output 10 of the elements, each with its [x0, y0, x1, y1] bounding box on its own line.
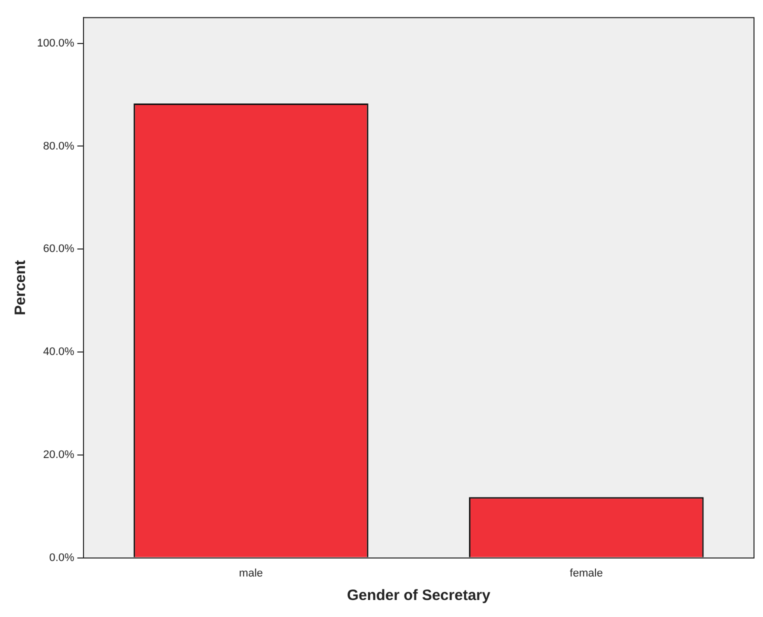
y-tick-label: 40.0%: [43, 346, 75, 358]
y-tick-label: 60.0%: [43, 243, 75, 256]
y-tick-label: 80.0%: [43, 140, 75, 152]
y-axis-title: Percent: [12, 260, 30, 316]
x-axis-title: Gender of Secretary: [346, 587, 491, 604]
y-tick-label: 100.0%: [36, 37, 75, 50]
x-tick-label: female: [570, 567, 603, 580]
y-tick-label: 20.0%: [43, 448, 75, 461]
y-tick-label: 0.0%: [49, 552, 75, 564]
x-tick-label: male: [239, 567, 263, 580]
